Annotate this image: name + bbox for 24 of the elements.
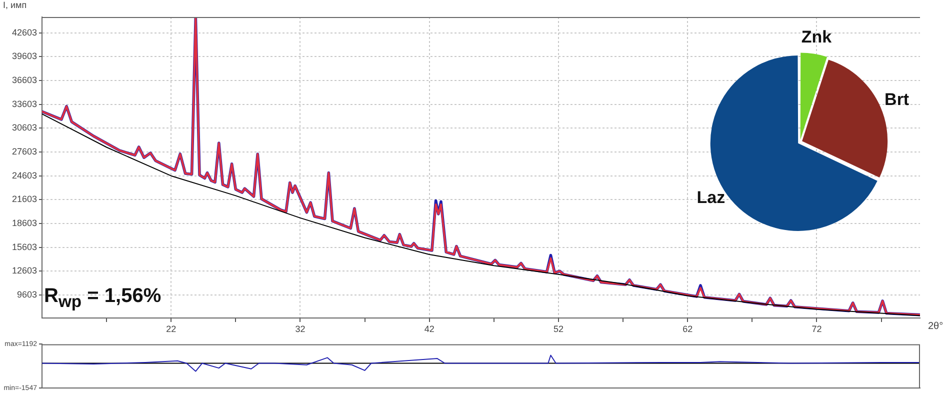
x-tick-label: 72 xyxy=(812,324,822,334)
x-tick-label: 32 xyxy=(295,324,306,334)
y-tick-label: 18603 xyxy=(12,218,37,228)
y-tick-label: 24603 xyxy=(12,170,37,180)
slice-label: Brt xyxy=(884,90,910,109)
y-tick-label: 27603 xyxy=(12,146,37,156)
x-tick-label: 22 xyxy=(166,324,176,334)
y-tick-label: 33603 xyxy=(12,98,37,109)
annotation: R$_{wp}$ = 1,56% xyxy=(44,285,162,312)
y-axis-title: I, имп xyxy=(3,0,27,10)
y-tick-label: 30603 xyxy=(12,122,37,133)
y-tick-label: 12603 xyxy=(12,266,37,276)
y-tick-label: 42603 xyxy=(12,27,37,38)
y-tick-label: 39603 xyxy=(12,51,37,62)
slice-label: Znk xyxy=(801,27,832,46)
slice-label: Laz xyxy=(696,188,726,208)
x-tick-label: 42 xyxy=(424,324,434,334)
y-tick-label: 9603 xyxy=(16,289,37,300)
y-tick-label: 36603 xyxy=(12,74,37,85)
y-tick-label: 21603 xyxy=(12,194,37,204)
x-axis-title: 2θ° xyxy=(928,321,944,332)
x-tick-label: 52 xyxy=(553,324,564,334)
x-tick-label: 62 xyxy=(682,324,693,334)
y-tick-label: 15603 xyxy=(12,242,37,252)
